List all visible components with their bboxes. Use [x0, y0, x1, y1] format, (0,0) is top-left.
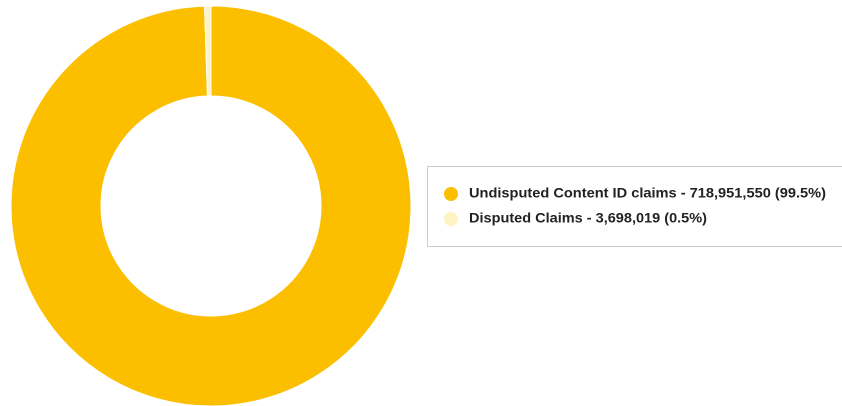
slice — [10, 5, 412, 406]
legend-box — [427, 166, 842, 247]
legend-label: Undisputed Content ID claims - 718,951,5… — [469, 185, 826, 201]
legend-swatch — [444, 212, 458, 226]
legend-label: Disputed Claims - 3,698,019 (0.5%) — [469, 210, 707, 226]
legend: Undisputed Content ID claims - 718,951,5… — [444, 185, 826, 226]
slice — [204, 5, 212, 97]
legend-swatch — [444, 187, 458, 201]
donut — [10, 5, 412, 406]
